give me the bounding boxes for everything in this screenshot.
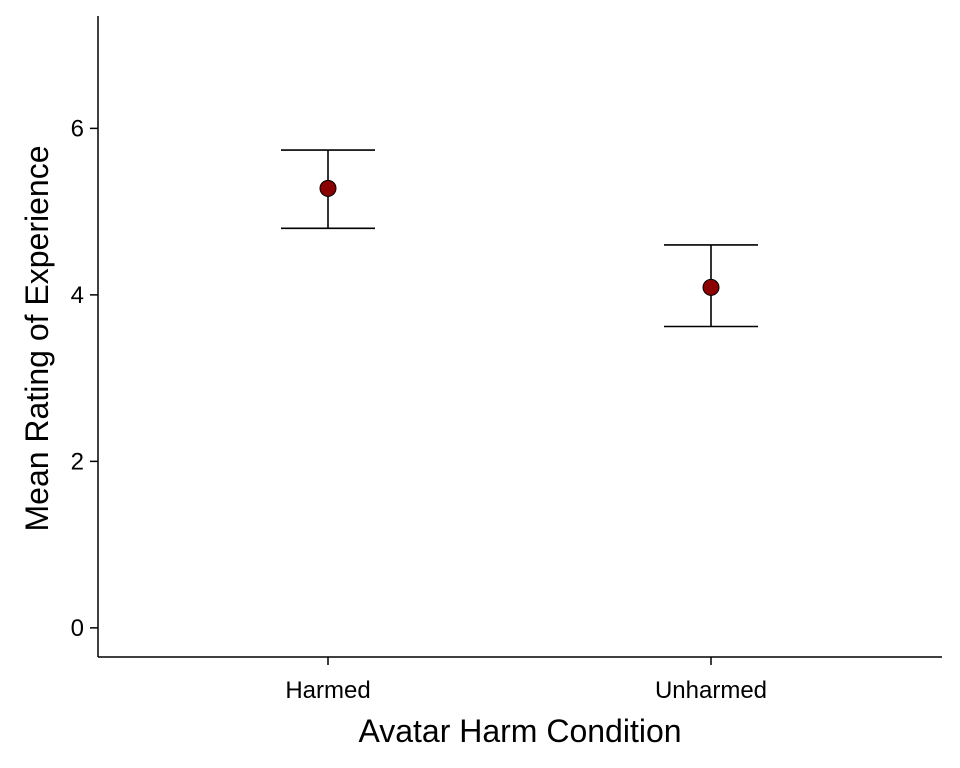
y-axis-title: Mean Rating of Experience: [19, 146, 55, 532]
y-tick-label: 0: [71, 615, 84, 642]
y-axis: 0 2 4 6: [71, 16, 99, 657]
y-tick-label: 4: [71, 282, 84, 309]
plot-marks: [281, 149, 758, 328]
x-axis: Harmed Unharmed: [98, 656, 942, 704]
y-tick-label: 6: [71, 115, 84, 142]
data-point: [702, 278, 720, 296]
y-tick-label: 2: [71, 448, 84, 475]
x-axis-title: Avatar Harm Condition: [358, 713, 681, 749]
x-tick-label: Unharmed: [655, 677, 767, 704]
x-tick-label: Harmed: [285, 677, 370, 704]
data-point: [319, 179, 337, 197]
